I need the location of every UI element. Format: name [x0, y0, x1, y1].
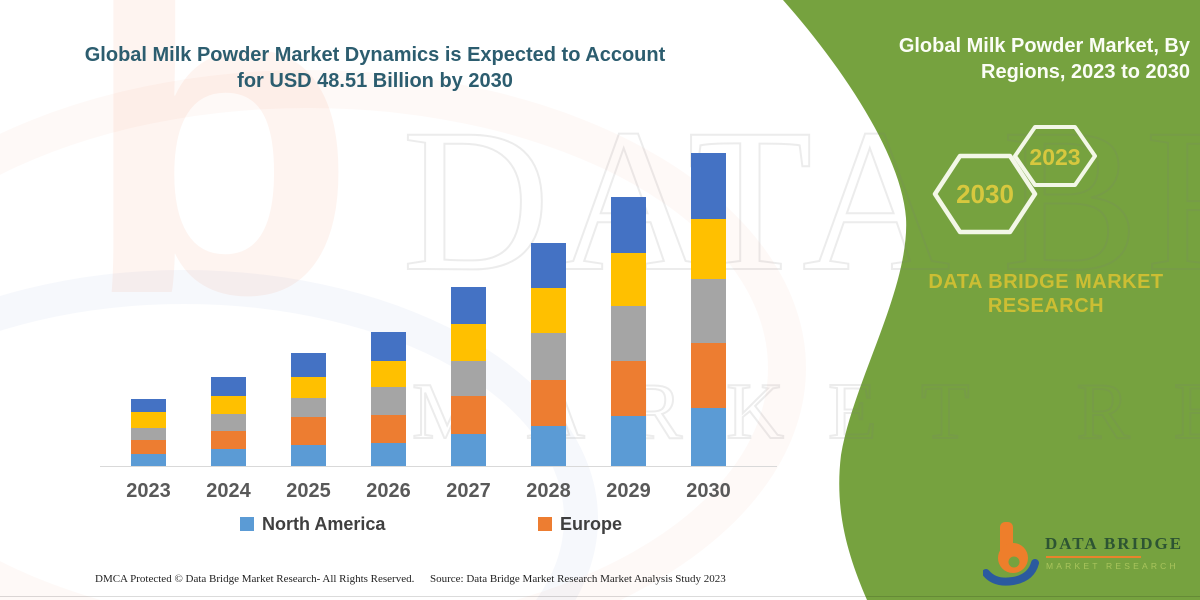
logo-wordmark: DATA BRIDGE — [1045, 534, 1184, 553]
bar-2024-segment-europe — [211, 430, 246, 449]
legend: North America Europe — [0, 514, 800, 538]
bar-2023-segment-series5 — [131, 398, 166, 413]
page-title-line1: Global Milk Powder Market Dynamics is Ex… — [84, 44, 666, 66]
legend-label-europe: Europe — [560, 514, 623, 534]
page-title-line2: for USD 48.51 Billion by 2030 — [237, 70, 513, 92]
bar-2030-segment-series4 — [691, 218, 726, 279]
bar-2024-segment-series3 — [211, 413, 246, 431]
bar-2028-segment-series3 — [531, 333, 566, 380]
hexagon-2030-label: 2030 — [956, 179, 1014, 209]
bar-2030-segment-series5 — [691, 153, 726, 219]
bar-2024-segment-series4 — [211, 395, 246, 414]
bar-2027-segment-series5 — [451, 287, 486, 325]
bar-2027-segment-europe — [451, 395, 486, 435]
bar-2029-segment-series5 — [611, 197, 646, 253]
bar-2027-segment-series4 — [451, 324, 486, 361]
bar-2023-segment-series4 — [131, 412, 166, 428]
plot-area: 2023 2024 2025 2026 2027 2028 2029 2030 — [100, 140, 780, 510]
brand-text: DATA BRIDGE MARKET RESEARCH — [918, 271, 1174, 318]
bar-2029-segment-series3 — [611, 306, 646, 361]
bar-2025-segment-series4 — [291, 376, 326, 398]
legend-swatch-europe — [538, 517, 552, 531]
bar-2025-segment-europe — [291, 416, 326, 446]
bar-2027-segment-north-america — [451, 434, 486, 466]
bar-2028-segment-series5 — [531, 242, 566, 288]
x-axis-line — [100, 466, 777, 467]
x-axis-label-2023: 2023 — [126, 480, 171, 502]
bar-2026-segment-europe — [371, 415, 406, 443]
side-panel-title: Global Milk Powder Market, By Regions, 2… — [840, 33, 1190, 86]
brand-text-line2: RESEARCH — [987, 294, 1105, 317]
hexagon-badges: 2030 2023 — [932, 125, 1097, 235]
green-panel-shape — [783, 0, 1200, 600]
bar-2025-segment-series3 — [291, 397, 326, 417]
x-axis-label-2026: 2026 — [366, 480, 411, 502]
bar-2028-segment-series4 — [531, 287, 566, 334]
x-axis-label-2029: 2029 — [606, 480, 651, 502]
bar-2023-segment-series3 — [131, 427, 166, 441]
bar-2030-segment-series3 — [691, 278, 726, 343]
legend-label-north-america: North America — [262, 514, 386, 534]
bar-2029-segment-north-america — [611, 415, 646, 466]
bar-2029-segment-series4 — [611, 252, 646, 307]
logo-underline — [1046, 556, 1141, 558]
x-axis-label-2025: 2025 — [286, 480, 331, 502]
bottom-border-line — [0, 596, 1200, 597]
bar-2026-segment-north-america — [371, 442, 406, 466]
bar-2028-segment-north-america — [531, 426, 566, 466]
x-axis-label-2027: 2027 — [446, 480, 491, 502]
bar-2026-segment-series4 — [371, 360, 406, 388]
bar-2025-segment-series5 — [291, 353, 326, 377]
bar-2026-segment-series5 — [371, 331, 406, 361]
bar-2024-segment-north-america — [211, 448, 246, 466]
x-axis-label-2030: 2030 — [686, 480, 731, 502]
hexagon-2023-label: 2023 — [1029, 144, 1080, 170]
x-axis-label-2024: 2024 — [206, 480, 251, 502]
page-title: Global Milk Powder Market Dynamics is Ex… — [75, 42, 675, 94]
bar-2023-segment-europe — [131, 440, 166, 455]
bar-2029-segment-europe — [611, 360, 646, 416]
footer-dmca: DMCA Protected © Data Bridge Market Rese… — [95, 573, 415, 585]
hexagon-2030 — [932, 153, 1038, 235]
hexagon-2023 — [1013, 125, 1097, 187]
bar-2026-segment-series3 — [371, 387, 406, 416]
legend-swatch-north-america — [240, 517, 254, 531]
bar-2027-segment-series3 — [451, 360, 486, 396]
bar-2025-segment-north-america — [291, 445, 326, 466]
side-panel-title-line2: Regions, 2023 to 2030 — [981, 61, 1190, 84]
x-axis-label-2028: 2028 — [526, 480, 571, 502]
logo-subtitle: MARKET RESEARCH — [1046, 561, 1179, 571]
data-bridge-logo: DATA BRIDGE MARKET RESEARCH — [983, 518, 1195, 596]
bar-2030-segment-europe — [691, 342, 726, 408]
logo-swoosh-icon — [983, 559, 1039, 586]
brand-text-line1: DATA BRIDGE MARKET — [928, 271, 1164, 293]
bar-2024-segment-series5 — [211, 376, 246, 396]
bar-2023-segment-north-america — [131, 454, 166, 466]
bar-2030-segment-north-america — [691, 407, 726, 466]
bar-2028-segment-europe — [531, 379, 566, 426]
logo-b-icon — [983, 522, 1039, 586]
side-panel-title-line1: Global Milk Powder Market, By — [898, 35, 1190, 57]
footer-source: Source: Data Bridge Market Research Mark… — [430, 573, 726, 585]
